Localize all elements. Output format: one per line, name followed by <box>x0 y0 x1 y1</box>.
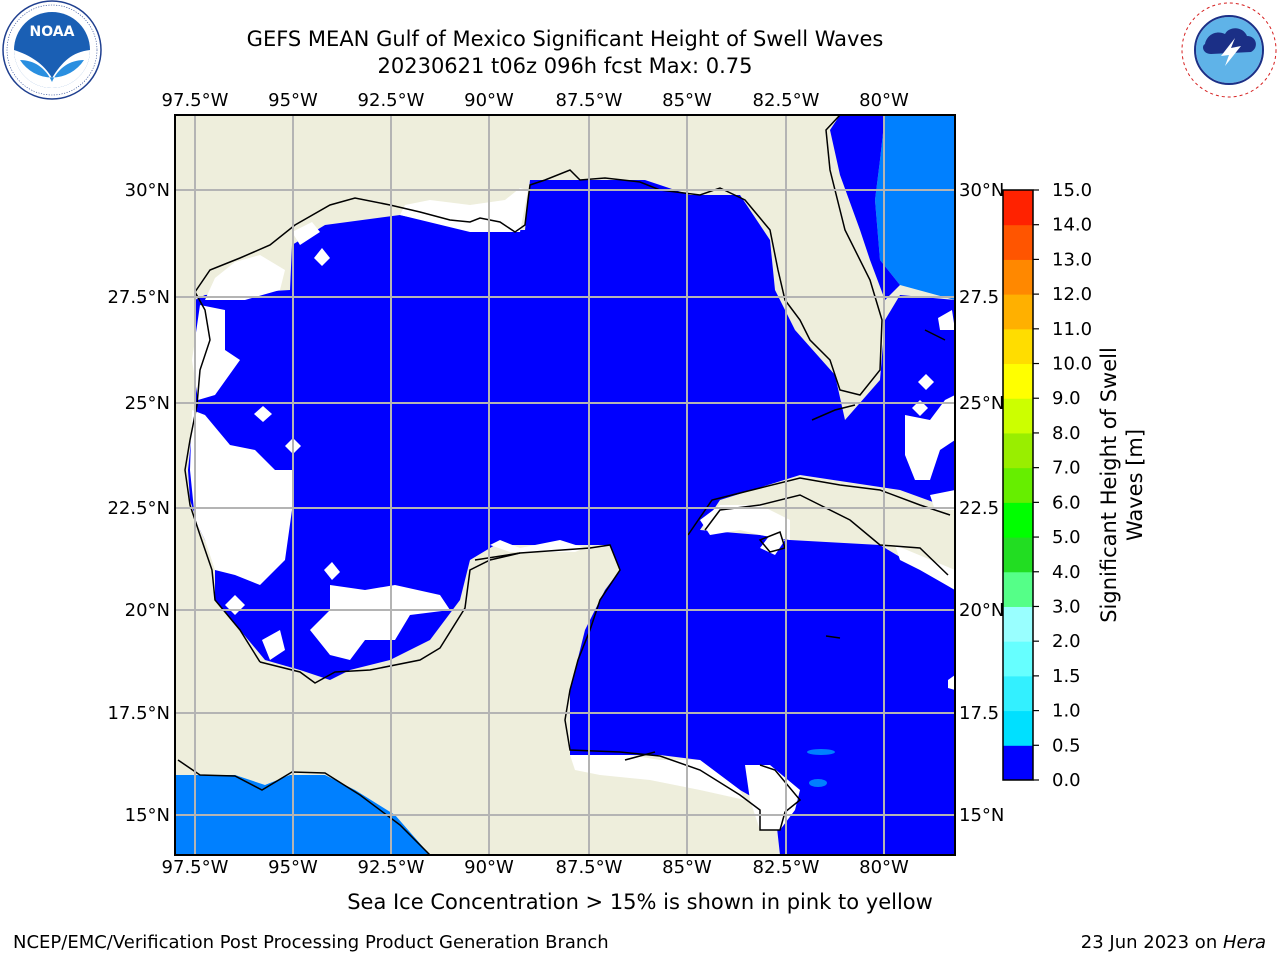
colorbar-tick-label: 14.0 <box>1052 215 1092 236</box>
colorbar-segment <box>1003 537 1033 573</box>
run-date-credit: 23 Jun 2023 on Hera <box>1081 932 1266 953</box>
colorbar-segment <box>1003 606 1033 642</box>
colorbar-segment <box>1003 398 1033 434</box>
colorbar: 0.0 0.5 1.0 1.5 2.0 3.0 4.0 5.0 6.0 7.0 8.0 9.0 10.0… <box>1002 180 1092 791</box>
colorbar-tick-label: 15.0 <box>1052 180 1092 201</box>
colorbar-segment <box>1003 259 1033 295</box>
map-frame <box>174 114 956 856</box>
colorbar-tick-label: 8.0 <box>1052 423 1081 444</box>
colorbar-tick-label: 10.0 <box>1052 354 1092 375</box>
lat-tick-label: 17.5 <box>959 703 999 724</box>
colorbar-tick-label: 9.0 <box>1052 388 1081 409</box>
colorbar-tick-label: 1.0 <box>1052 701 1081 722</box>
colorbar-tick-label: 13.0 <box>1052 249 1092 270</box>
lon-tick-label: 80°W <box>859 857 909 878</box>
lon-tick-label: 82.5°W <box>753 857 820 878</box>
lon-labels-bottom: 97.5°W 95°W 92.5°W 90°W 87.5°W 85°W 82.5°W 80°W <box>162 857 909 878</box>
colorbar-tick-label: 7.0 <box>1052 458 1081 479</box>
noaa-logo: NOAA <box>2 0 106 108</box>
host-name: Hera <box>1222 932 1266 953</box>
lon-tick-label: 90°W <box>464 857 514 878</box>
colorbar-label-line: Significant Height of Swell <box>1097 347 1121 623</box>
graticule <box>175 115 955 855</box>
atlantic-east-blue <box>830 115 900 300</box>
svg-text:NOAA: NOAA <box>30 24 75 40</box>
lon-tick-label: 85°W <box>662 857 712 878</box>
lon-tick-label: 85°W <box>662 90 712 111</box>
map-subtitle: 20230621 t06z 096h fcst Max: 0.75 <box>377 54 753 78</box>
colorbar-tick-label: 3.0 <box>1052 596 1081 617</box>
colorbar-segment <box>1003 745 1033 781</box>
lat-tick-label: 25°N <box>959 393 1004 414</box>
lat-tick-label: 22.5°N <box>107 498 170 519</box>
colorbar-tick-label: 12.0 <box>1052 284 1092 305</box>
colorbar-segment <box>1003 294 1033 330</box>
lat-labels-right: 30°N 27.5 25°N 22.5 20°N 17.5 15°N <box>959 180 1004 826</box>
colorbar-segment <box>1003 502 1033 538</box>
run-date: 23 Jun 2023 on <box>1080 932 1223 953</box>
lon-tick-label: 82.5°W <box>753 90 820 111</box>
lat-tick-label: 22.5 <box>959 498 999 519</box>
colorbar-tick-label: 0.5 <box>1052 735 1081 756</box>
colorbar-segment <box>1003 363 1033 399</box>
lat-tick-label: 20°N <box>125 600 170 621</box>
lon-tick-label: 90°W <box>464 90 514 111</box>
colorbar-tick-label: 2.0 <box>1052 631 1081 652</box>
lat-tick-label: 25°N <box>125 393 170 414</box>
colorbar-tick-label: 6.0 <box>1052 492 1081 513</box>
colorbar-segment <box>1003 571 1033 607</box>
lon-labels-top: 97.5°W 95°W 92.5°W 90°W 87.5°W 85°W 82.5°W 80°W <box>162 90 909 111</box>
swell-blob <box>809 779 827 787</box>
lon-tick-label: 95°W <box>268 90 318 111</box>
colorbar-label: Significant Height of SwellWaves [m] <box>1097 347 1147 623</box>
colorbar-segment <box>1003 190 1033 226</box>
producer-credit: NCEP/EMC/Verification Post Processing Pr… <box>13 932 609 953</box>
colorbar-segment <box>1003 224 1033 260</box>
colorbar-segment <box>1003 432 1033 469</box>
colorbar-segment <box>1003 328 1033 365</box>
swell-blob <box>807 749 835 755</box>
lat-tick-label: 15°N <box>959 805 1004 826</box>
lat-tick-label: 27.5 <box>959 287 999 308</box>
atlantic-swell-region <box>875 115 955 300</box>
colorbar-segment <box>1003 710 1033 746</box>
map-title: GEFS MEAN Gulf of Mexico Significant Hei… <box>246 27 884 51</box>
colorbar-segment <box>1003 675 1033 712</box>
map-area <box>175 115 955 855</box>
lat-labels-left: 30°N 27.5°N 25°N 22.5°N 20°N 17.5°N 15°N <box>107 180 170 826</box>
nws-logo <box>1177 0 1280 108</box>
colorbar-tick-label: 4.0 <box>1052 562 1081 583</box>
lon-tick-label: 97.5°W <box>162 90 229 111</box>
lat-tick-label: 17.5°N <box>107 703 170 724</box>
colorbar-tick-label: 1.5 <box>1052 666 1081 687</box>
lon-tick-label: 87.5°W <box>556 90 623 111</box>
colorbar-tick-label: 11.0 <box>1052 319 1092 340</box>
sea-swell-region <box>188 180 955 855</box>
colorbar-label-line: Waves [m] <box>1123 429 1147 541</box>
lat-tick-label: 30°N <box>125 180 170 201</box>
colorbar-segment <box>1003 641 1033 677</box>
lon-tick-label: 95°W <box>268 857 318 878</box>
lon-tick-label: 92.5°W <box>358 90 425 111</box>
colorbar-tick-label: 5.0 <box>1052 527 1081 548</box>
lon-tick-label: 87.5°W <box>556 857 623 878</box>
lon-tick-label: 92.5°W <box>358 857 425 878</box>
colorbar-tick-label: 0.0 <box>1052 770 1081 791</box>
lon-tick-label: 80°W <box>859 90 909 111</box>
sea-ice-note: Sea Ice Concentration > 15% is shown in … <box>347 890 933 914</box>
lat-tick-label: 15°N <box>125 805 170 826</box>
lat-tick-label: 30°N <box>959 180 1004 201</box>
colorbar-frame <box>1002 189 1034 781</box>
colorbar-segment <box>1003 467 1033 503</box>
lat-tick-label: 27.5°N <box>107 287 170 308</box>
lon-tick-label: 97.5°W <box>162 857 229 878</box>
lat-tick-label: 20°N <box>959 600 1004 621</box>
